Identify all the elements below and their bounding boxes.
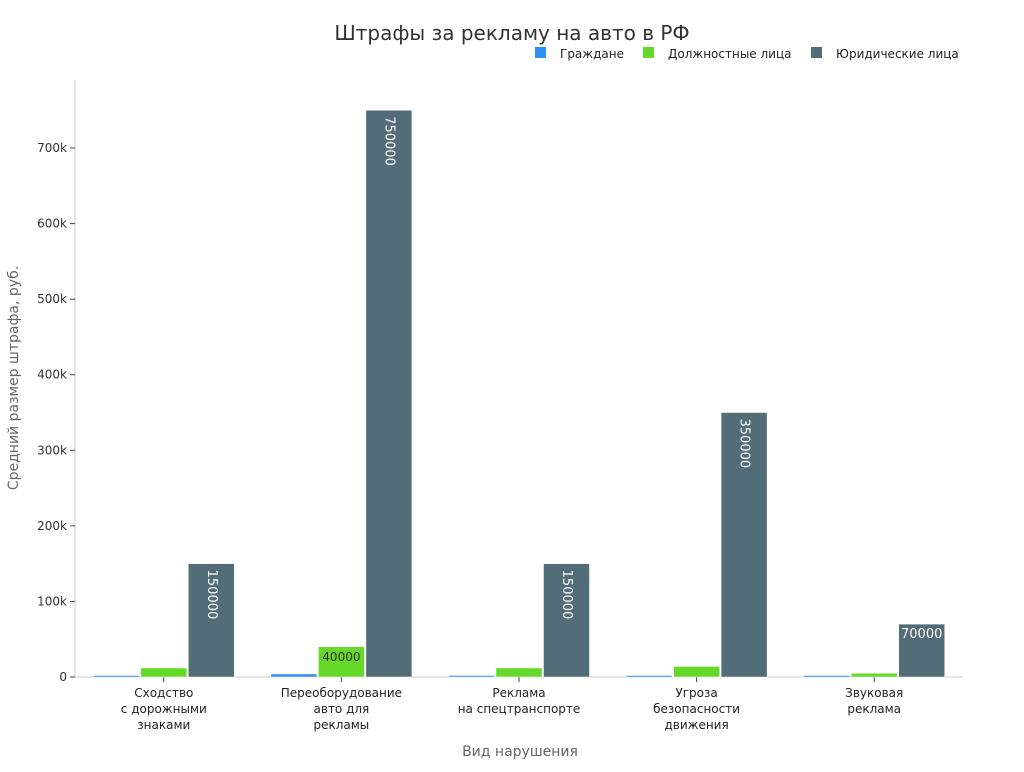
- x-tick-label-line: авто для: [314, 702, 370, 716]
- x-tick-label-line: Звуковая: [845, 686, 903, 700]
- legend-swatch: [643, 47, 654, 58]
- legend-label: Юридические лица: [836, 47, 959, 61]
- x-tick-label-line: движения: [664, 718, 728, 732]
- x-tick-label: Реклама на спецтранспорте: [458, 686, 581, 716]
- bar: [803, 675, 850, 678]
- x-tick-label-line: Сходство: [134, 686, 193, 700]
- y-tick-label: 300k: [37, 443, 67, 457]
- bar-value-label: 150000: [559, 570, 574, 620]
- y-tick-label: 100k: [37, 594, 67, 608]
- x-axis: Сходство с дорожными знаками Переоборудован…: [75, 676, 963, 732]
- y-tick-label: 500k: [37, 292, 67, 306]
- bar: [365, 109, 413, 678]
- x-tick-label: Переоборудование авто для рекламы: [281, 686, 402, 732]
- legend-label: Граждане: [560, 47, 624, 61]
- x-tick-label-line: на спецтранспорте: [458, 702, 581, 716]
- x-tick-label-line: рекламы: [313, 718, 369, 732]
- bar: [140, 667, 188, 678]
- bar: [270, 673, 318, 678]
- bar-labels: 40000 150000 750000 150000 350000 70000: [204, 116, 943, 664]
- x-tick-label-line: с дорожными: [121, 702, 207, 716]
- x-tick-label: Сходство с дорожными знаками: [121, 686, 207, 732]
- y-axis-label: Средний размер штрафа, руб.: [6, 266, 22, 490]
- legend-swatch: [535, 47, 546, 58]
- x-tick-label-line: Переоборудование: [281, 686, 402, 700]
- bar: [720, 412, 768, 678]
- x-tick-label-line: знаками: [137, 718, 190, 732]
- bar: [448, 675, 495, 678]
- legend-label: Должностные лица: [668, 47, 791, 61]
- bar: [495, 667, 543, 678]
- bar: [898, 623, 945, 678]
- bar-value-label: 750000: [381, 116, 396, 166]
- y-axis: 0 100k 200k 300k 400k 500k 600k 700k: [37, 80, 76, 684]
- bar: [543, 563, 590, 678]
- legend-swatch: [811, 47, 822, 58]
- y-tick-label: 700k: [37, 141, 67, 155]
- bar: [625, 675, 673, 678]
- bar: [850, 672, 898, 678]
- bar: [188, 563, 235, 678]
- bar-value-label: 150000: [204, 570, 219, 620]
- y-tick-label: 200k: [37, 519, 67, 533]
- x-tick-label-line: Угроза: [675, 686, 717, 700]
- x-tick-label-line: Реклама: [492, 686, 545, 700]
- y-tick-label: 600k: [37, 217, 67, 231]
- y-tick-label: 0: [59, 670, 67, 684]
- y-tick-label: 400k: [37, 368, 67, 382]
- chart-title: Штрафы за рекламу на авто в РФ: [334, 21, 689, 45]
- bar-value-label: 70000: [901, 627, 942, 642]
- x-axis-label: Вид нарушения: [462, 744, 578, 760]
- bar: [673, 666, 720, 678]
- x-tick-label-line: реклама: [847, 702, 901, 716]
- bar-value-label: 350000: [737, 419, 752, 469]
- x-tick-label: Звуковая реклама: [845, 686, 903, 716]
- bar: [93, 675, 140, 678]
- x-tick-label-line: безопасности: [653, 702, 740, 716]
- legend: Граждане Должностные лица Юридические лица: [535, 47, 959, 61]
- bar: [318, 646, 365, 678]
- bars: [93, 109, 945, 678]
- x-tick-label: Угроза безопасности движения: [653, 686, 740, 732]
- bar-value-label: 40000: [322, 650, 360, 664]
